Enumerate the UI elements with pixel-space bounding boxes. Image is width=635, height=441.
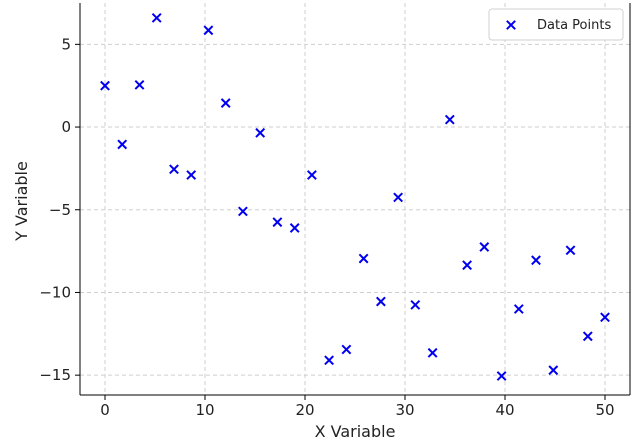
data-point (169, 164, 179, 175)
data-point (306, 170, 317, 180)
data-point (565, 245, 576, 256)
data-point (203, 25, 214, 36)
x-tick-label: 50 (595, 401, 614, 419)
data-point (531, 255, 541, 266)
data-point (220, 98, 231, 108)
data-point (237, 206, 248, 217)
data-points (100, 12, 610, 381)
data-point (100, 80, 110, 91)
x-axis-label: X Variable (315, 422, 396, 441)
data-point (255, 127, 266, 138)
data-point (600, 312, 610, 323)
data-point (462, 260, 473, 271)
x-tick-label: 0 (100, 401, 110, 419)
x-tick-label: 20 (295, 401, 314, 419)
legend-box (488, 8, 624, 41)
x-tick-label: 10 (195, 401, 214, 419)
data-point (427, 347, 438, 358)
data-point (151, 12, 162, 23)
legend-label: Data Points (537, 18, 611, 33)
data-point (289, 223, 300, 233)
data-point (548, 365, 559, 376)
data-point (134, 79, 145, 90)
legend: Data Points (488, 8, 624, 41)
grid-lines (80, 3, 630, 395)
legend-marker-x-icon (506, 20, 516, 30)
data-point (582, 331, 593, 342)
data-point (513, 304, 524, 314)
axes (75, 3, 631, 400)
data-point (117, 139, 128, 150)
y-tick-label: −5 (49, 201, 71, 219)
data-point (186, 170, 197, 180)
y-tick-label: 0 (61, 118, 71, 136)
data-point (444, 114, 455, 125)
data-point (375, 296, 386, 307)
data-point (272, 217, 283, 228)
data-point (341, 344, 352, 355)
data-point (393, 192, 404, 203)
data-point (496, 371, 507, 381)
data-point (479, 242, 490, 252)
data-point (324, 355, 335, 366)
y-tick-label: −10 (39, 283, 71, 301)
y-axis-label: Y Variable (12, 161, 31, 242)
x-tick-label: 30 (395, 401, 414, 419)
data-point (358, 253, 369, 264)
y-tick-label: −15 (39, 366, 71, 384)
x-tick-label: 40 (495, 401, 514, 419)
data-point (410, 299, 421, 310)
y-tick-label: 5 (61, 35, 71, 53)
